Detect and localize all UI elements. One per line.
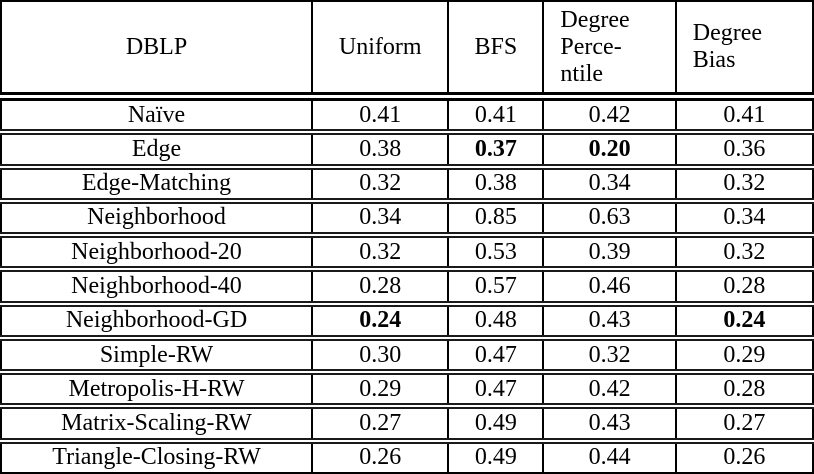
- table-row: Neighborhood-GD 0.24 0.48 0.43 0.24: [1, 303, 813, 341]
- method-label: Naïve: [1, 96, 312, 136]
- table-row: Matrix-Scaling-RW 0.27 0.49 0.43 0.27: [1, 406, 813, 444]
- table-row: Naïve 0.41 0.41 0.42 0.41: [1, 96, 813, 136]
- value-cell: 0.42: [542, 372, 676, 410]
- method-label: Neighborhood-40: [1, 269, 312, 307]
- table-row: Triangle-Closing-RW 0.26 0.49 0.44 0.26: [1, 440, 813, 473]
- table-body: Naïve 0.41 0.41 0.42 0.41 Edge 0.38 0.37 0.20 0.3…: [1, 96, 813, 473]
- value-cell: 0.26: [310, 440, 449, 473]
- method-label: Metropolis-H-RW: [1, 372, 312, 410]
- value-cell: 0.32: [674, 235, 813, 273]
- value-cell: 0.34: [542, 166, 676, 204]
- table-row: Neighborhood-40 0.28 0.57 0.46 0.28: [1, 269, 813, 307]
- value-cell: 0.53: [447, 235, 544, 273]
- table-row: Neighborhood 0.34 0.85 0.63 0.34: [1, 200, 813, 239]
- header-line: Bias: [692, 47, 736, 73]
- method-label: Triangle-Closing-RW: [52, 444, 261, 471]
- table-row: Edge 0.38 0.37 0.20 0.36: [1, 132, 813, 170]
- table-row: Simple-RW 0.30 0.47 0.32 0.29: [1, 337, 813, 376]
- value-cell: 0.49: [447, 440, 544, 473]
- value-cell: 0.34: [674, 200, 813, 239]
- value-cell: 0.37: [447, 132, 544, 170]
- value-cell: 0.32: [310, 235, 449, 273]
- header-line: ntile: [560, 60, 604, 87]
- col-header-dataset: DBLP: [1, 1, 312, 101]
- header-line: Degree: [692, 20, 763, 46]
- col-header-degree-bias: Degree Bias: [674, 1, 813, 101]
- value-cell: 0.32: [674, 166, 813, 204]
- method-label: Simple-RW: [1, 337, 312, 376]
- value-cell: 0.48: [447, 303, 544, 341]
- value-cell: 0.57: [447, 269, 544, 307]
- method-label: Matrix-Scaling-RW: [1, 406, 312, 444]
- value-cell: 0.38: [310, 132, 449, 170]
- table-header: DBLP Uniform BFS Degree Perce- ntile Deg…: [1, 1, 813, 101]
- value-cell: 0.41: [310, 96, 449, 136]
- method-label: Neighborhood: [1, 200, 312, 239]
- value-cell: 0.28: [310, 269, 449, 307]
- header-line: Degree: [560, 6, 630, 33]
- col-header-degree-percentile: Degree Perce- ntile: [542, 1, 676, 101]
- value-cell: 0.29: [674, 337, 813, 376]
- value-cell: 0.24: [674, 303, 813, 341]
- value-cell: 0.26: [674, 440, 813, 473]
- header-line: Perce-: [560, 33, 622, 60]
- value-cell: 0.43: [542, 406, 676, 444]
- col-header-bfs: BFS: [447, 1, 544, 101]
- value-cell: 0.34: [310, 200, 449, 239]
- value-cell: 0.36: [674, 132, 813, 170]
- value-cell: 0.29: [310, 372, 449, 410]
- value-cell: 0.27: [674, 406, 813, 444]
- value-cell: 0.32: [310, 166, 449, 204]
- method-label: Edge-Matching: [1, 166, 312, 204]
- method-label: Edge: [1, 132, 312, 170]
- value-cell: 0.46: [542, 269, 676, 307]
- value-cell: 0.28: [674, 372, 813, 410]
- value-cell: 0.63: [542, 200, 676, 239]
- method-label: Neighborhood-GD: [1, 303, 312, 341]
- header-row: DBLP Uniform BFS Degree Perce- ntile Deg…: [1, 1, 813, 101]
- value-cell: 0.41: [674, 96, 813, 136]
- value-cell: 0.47: [447, 337, 544, 376]
- value-cell: 0.20: [542, 132, 676, 170]
- value-cell: 0.30: [310, 337, 449, 376]
- value-cell: 0.43: [542, 303, 676, 341]
- value-cell: 0.32: [542, 337, 676, 376]
- value-cell: 0.38: [447, 166, 544, 204]
- table-row: Edge-Matching 0.32 0.38 0.34 0.32: [1, 166, 813, 204]
- value-cell: 0.27: [310, 406, 449, 444]
- value-cell: 0.44: [542, 440, 676, 473]
- value-cell: 0.24: [310, 303, 449, 341]
- value-cell: 0.49: [447, 406, 544, 444]
- value-cell: 0.28: [674, 269, 813, 307]
- value-cell: 0.41: [447, 96, 544, 136]
- value-cell: 0.42: [542, 96, 676, 136]
- table-row: Metropolis-H-RW 0.29 0.47 0.42 0.28: [1, 372, 813, 410]
- method-label: Neighborhood-20: [1, 235, 312, 273]
- table-row: Neighborhood-20 0.32 0.53 0.39 0.32: [1, 235, 813, 273]
- value-cell: 0.39: [542, 235, 676, 273]
- col-header-uniform: Uniform: [310, 1, 449, 101]
- value-cell: 0.85: [447, 200, 544, 239]
- value-cell: 0.47: [447, 372, 544, 410]
